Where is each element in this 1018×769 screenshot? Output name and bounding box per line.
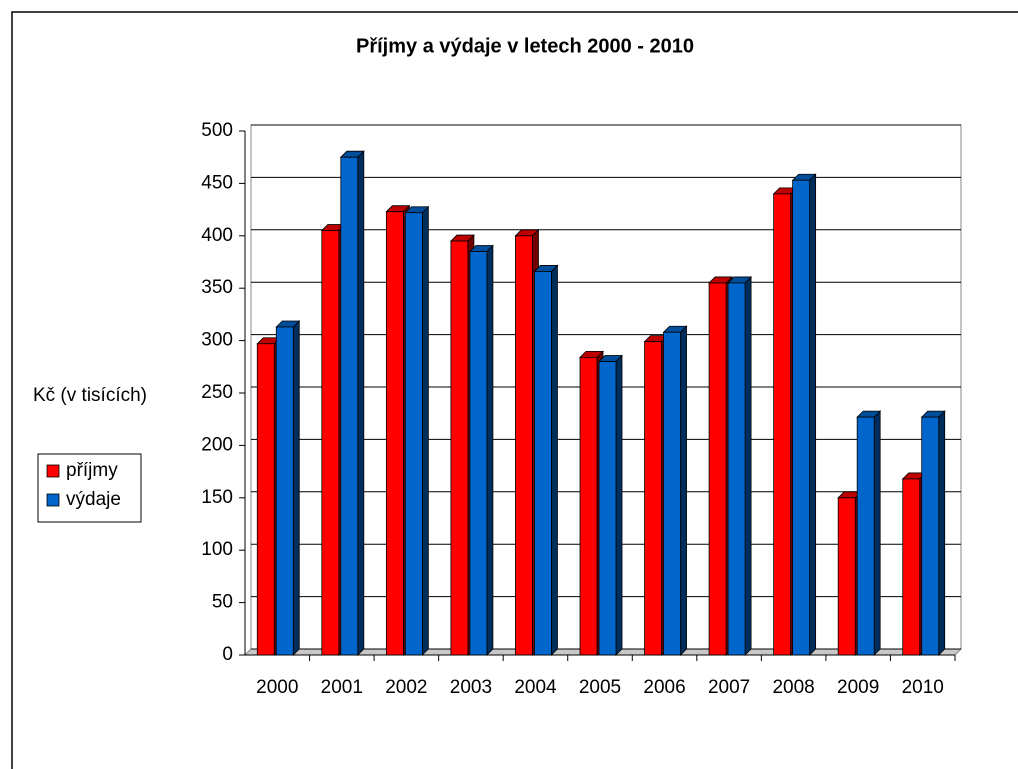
bar (644, 341, 662, 656)
y-tick-label: 250 (201, 382, 233, 403)
y-tick-label: 500 (201, 120, 233, 141)
x-tick-label: 2007 (708, 677, 750, 698)
bar-side (357, 150, 365, 656)
x-tick-label: 2002 (385, 677, 427, 698)
y-tick-label: 100 (201, 539, 233, 560)
y-tick-label: 200 (201, 434, 233, 455)
bar (708, 282, 727, 656)
bar-side (292, 320, 300, 656)
bar (469, 251, 488, 656)
legend-label: výdaje (66, 489, 121, 510)
x-tick-label: 2010 (902, 677, 944, 698)
bar (773, 193, 792, 656)
bar (404, 212, 423, 656)
bar (321, 230, 340, 656)
bar (515, 235, 533, 656)
x-tick-label: 2004 (514, 677, 557, 698)
y-tick-label: 450 (201, 172, 233, 193)
legend-label: příjmy (66, 460, 118, 481)
y-tick-label: 0 (222, 644, 233, 665)
y-tick-label: 350 (201, 277, 233, 298)
bar (598, 361, 617, 656)
bar (856, 416, 875, 656)
x-tick-label: 2006 (643, 677, 685, 698)
bar (837, 497, 856, 656)
y-tick-label: 300 (201, 330, 233, 351)
y-tick-label: 400 (201, 225, 233, 246)
x-tick-label: 2000 (256, 677, 298, 698)
bar-side (421, 205, 429, 656)
bar (256, 343, 275, 656)
x-tick-label: 2008 (772, 677, 814, 698)
bar-side (551, 264, 558, 656)
bar (275, 326, 294, 656)
x-tick-label: 2003 (450, 677, 492, 698)
bar-side (615, 354, 623, 656)
bar (663, 331, 681, 656)
bar-side (873, 410, 881, 656)
bar (921, 416, 940, 656)
bar-side (938, 410, 946, 656)
chart-title: Příjmy a výdaje v letech 2000 - 2010 (356, 35, 694, 57)
bar-side (809, 173, 817, 656)
bar (534, 271, 552, 656)
y-tick-label: 50 (212, 592, 233, 613)
bar (792, 179, 811, 656)
bar-side (680, 325, 687, 656)
y-tick-label: 150 (201, 487, 233, 508)
x-tick-label: 2009 (837, 677, 879, 698)
bar (385, 211, 404, 656)
x-tick-label: 2005 (579, 677, 621, 698)
bar (450, 240, 469, 656)
bar (727, 282, 746, 656)
legend-swatch (46, 493, 60, 507)
bar-side (744, 275, 752, 656)
legend-swatch (46, 464, 60, 478)
bar-side (486, 244, 494, 656)
bar (579, 356, 598, 656)
y-axis-label: Kč (v tisících) (33, 385, 147, 406)
x-tick-label: 2001 (321, 677, 363, 698)
bar (340, 156, 359, 656)
bar (902, 478, 921, 656)
